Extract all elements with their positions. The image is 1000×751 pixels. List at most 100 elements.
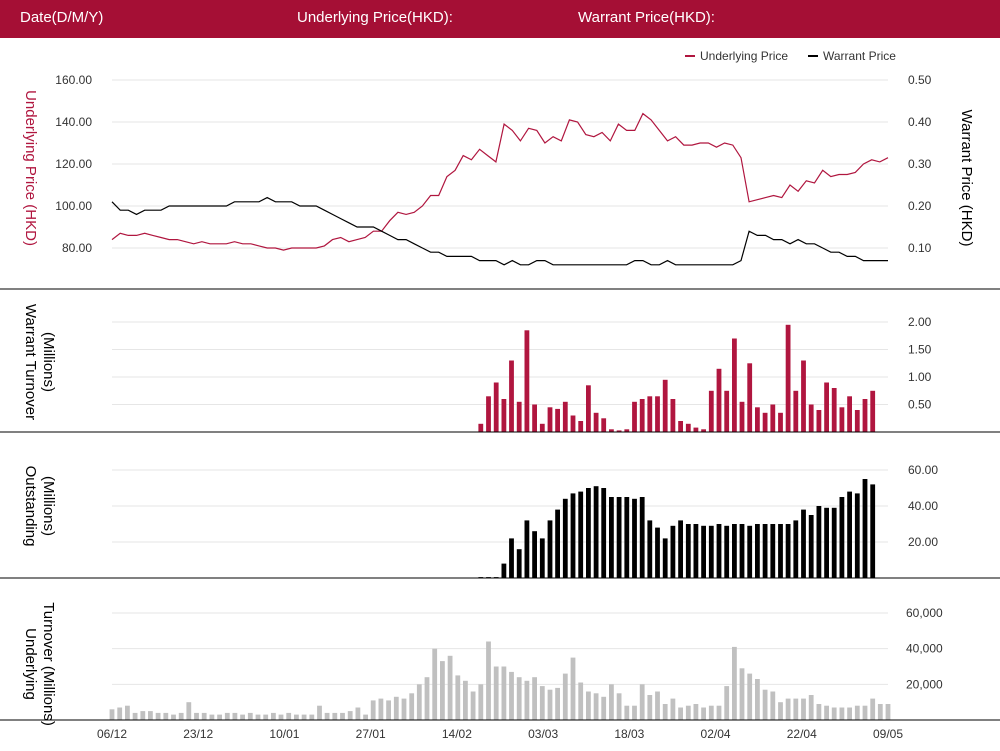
underlying-turnover-bar [570, 657, 576, 720]
underlying-turnover-bar [693, 704, 699, 721]
warrant-turnover-bar [693, 427, 699, 432]
underlying-turnover-bar [493, 666, 499, 720]
underlying-turnover-bar [201, 712, 207, 720]
underlying-turnover-bar [755, 679, 760, 720]
outstanding-bar [762, 524, 768, 578]
outstanding-bar [570, 493, 576, 578]
underlying-turnover-bar [416, 684, 422, 720]
underlying-turnover-bar [877, 704, 883, 721]
underlying-turnover-bar [586, 691, 591, 720]
underlying-turnover-bar [793, 698, 799, 720]
underlying-turnover-bar [854, 705, 860, 720]
outstanding-bar [862, 479, 868, 578]
underlying-turnover-bar [562, 673, 568, 720]
warrant-turnover-bar [539, 423, 545, 433]
warrant-turnover-bar [808, 404, 814, 432]
warrant-turnover-bar [716, 368, 722, 432]
underlying-turnover-bar [232, 712, 238, 720]
y-tick-label: 0.50 [908, 398, 932, 412]
outstanding-bar [609, 497, 614, 578]
underlying-turnover-bar [501, 666, 507, 720]
outstanding-bar [739, 524, 745, 578]
underlying-price-line [111, 112, 889, 251]
y-axis-title-left: Underlying Price (HKD) [22, 90, 39, 246]
outstanding-bar [732, 524, 737, 578]
underlying-turnover-bar [432, 648, 438, 720]
underlying-turnover-bar [386, 700, 391, 720]
outstanding-bar [624, 497, 630, 578]
outstanding-bar [547, 520, 553, 578]
warrant-price-label: Warrant Price(HKD): [578, 9, 715, 26]
warrant-turnover-bar [747, 363, 753, 433]
outstanding-bar [685, 524, 691, 578]
underlying-turnover-bar [601, 696, 607, 720]
underlying-turnover-bar [109, 709, 115, 720]
warrant-turnover-bar [555, 408, 560, 432]
warrant-turnover-bar [501, 399, 507, 432]
underlying-turnover-bar [332, 712, 338, 720]
y-tick-label-left: 80.00 [62, 241, 92, 255]
y-axis-title: Warrant Turnover [22, 304, 39, 420]
y-tick-label: 1.50 [908, 343, 932, 357]
outstanding-bar [501, 563, 507, 578]
y-axis-title: Outstanding [22, 466, 39, 547]
underlying-turnover-bar [870, 698, 876, 720]
underlying-turnover-bar [363, 714, 368, 720]
warrant-turnover-bar [854, 410, 860, 432]
outstanding-bar [555, 509, 560, 578]
warrant-turnover-bar [831, 388, 837, 432]
underlying-turnover-bar [370, 700, 376, 720]
underlying-turnover-bar [347, 711, 353, 720]
underlying-turnover-bar [762, 689, 768, 720]
underlying-turnover-bar [125, 705, 130, 720]
y-tick-label: 40.00 [908, 499, 938, 513]
outstanding-bar [601, 488, 607, 578]
warrant-turnover-bar [601, 418, 607, 433]
x-tick-label: 18/03 [614, 727, 644, 741]
warrant-turnover-bar [816, 410, 822, 432]
underlying-turnover-bar [639, 684, 645, 720]
underlying-turnover-bar [801, 698, 806, 720]
underlying-turnover-bar [732, 646, 737, 720]
outstanding-bar [847, 491, 852, 578]
outstanding-bar [524, 520, 530, 578]
y-tick-label-left: 120.00 [55, 157, 92, 171]
outstanding-bar [785, 524, 791, 578]
underlying-turnover-bar [148, 711, 153, 720]
warrant-turnover-bar [632, 401, 637, 433]
x-tick-label: 09/05 [873, 727, 903, 741]
outstanding-bar [770, 524, 776, 578]
warrant-turnover-bar [793, 390, 799, 433]
warrant-turnover-bar [870, 390, 876, 433]
underlying-turnover-bar [524, 680, 530, 720]
underlying-turnover-bar [286, 712, 292, 720]
x-tick-label: 06/12 [97, 727, 127, 741]
underlying-turnover-bar [355, 707, 361, 720]
underlying-turnover-bar [263, 714, 269, 720]
underlying-turnover-bar [240, 714, 245, 720]
underlying-turnover-bar [470, 691, 476, 720]
outstanding-bar [755, 524, 760, 578]
outstanding-bar [678, 520, 683, 578]
underlying-turnover-bar [808, 695, 814, 720]
underlying-turnover-bar [655, 691, 660, 720]
outstanding-bar [639, 497, 645, 578]
underlying-turnover-bar [609, 684, 614, 720]
y-axis-title: (Millions) [40, 332, 57, 392]
underlying-turnover-bar [685, 705, 691, 720]
underlying-turnover-bar [716, 705, 722, 720]
x-tick-label: 10/01 [269, 727, 299, 741]
underlying-turnover-bar [509, 671, 514, 720]
underlying-turnover-bar [393, 696, 399, 720]
underlying-turnover-bar [839, 707, 845, 720]
underlying-turnover-bar [847, 707, 852, 720]
underlying-turnover-bar [409, 693, 415, 721]
outstanding-bar [516, 549, 522, 578]
warrant-turnover-bar [708, 390, 714, 433]
outstanding-bar [562, 498, 568, 578]
underlying-turnover-bar [824, 705, 829, 720]
warrant-turnover-bar [839, 407, 845, 433]
warrant-turnover-bar [547, 407, 553, 433]
outstanding-bar [854, 493, 860, 578]
outstanding-bar [539, 538, 545, 578]
